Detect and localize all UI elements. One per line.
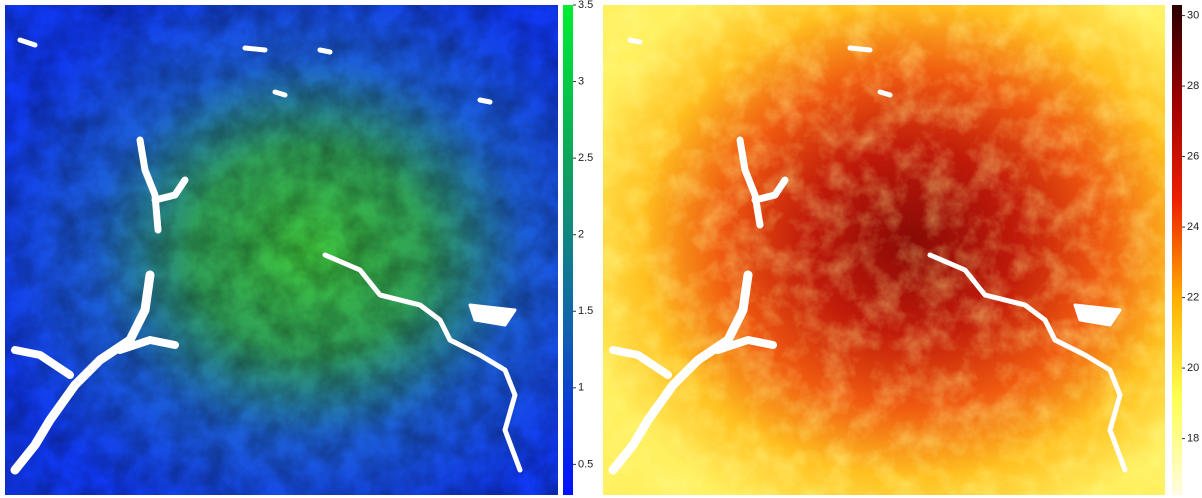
- colorbar-tick-label: 22: [1187, 291, 1199, 303]
- left-map: [5, 5, 573, 495]
- map-texture: [603, 5, 1165, 495]
- colorbar-tick-label: 26: [1187, 150, 1199, 162]
- colorbar-tick-label: 2.5: [578, 152, 593, 164]
- colorbar-tick-label: 3.5: [578, 0, 593, 11]
- colorbar-tick-label: 1: [578, 382, 584, 394]
- colorbar: [563, 5, 573, 495]
- colorbar-tick-label: 2: [578, 229, 584, 241]
- colorbar-tick-label: 3: [578, 75, 584, 87]
- map-texture: [5, 5, 558, 495]
- colorbar-tick-label: 28: [1187, 80, 1199, 92]
- colorbar-tick-label: 20: [1187, 362, 1199, 374]
- colorbar-tick-label: 18: [1187, 433, 1199, 445]
- rivers: [608, 37, 1128, 475]
- colorbar-tick-label: 1.5: [578, 305, 593, 317]
- colorbar: [1172, 5, 1182, 495]
- colorbar-tick-label: 24: [1187, 221, 1199, 233]
- colorbar-tick-label: 30: [1187, 9, 1199, 21]
- rivers: [10, 37, 523, 475]
- right-map: [603, 5, 1182, 495]
- colorbar-tick-label: 0.5: [578, 458, 593, 470]
